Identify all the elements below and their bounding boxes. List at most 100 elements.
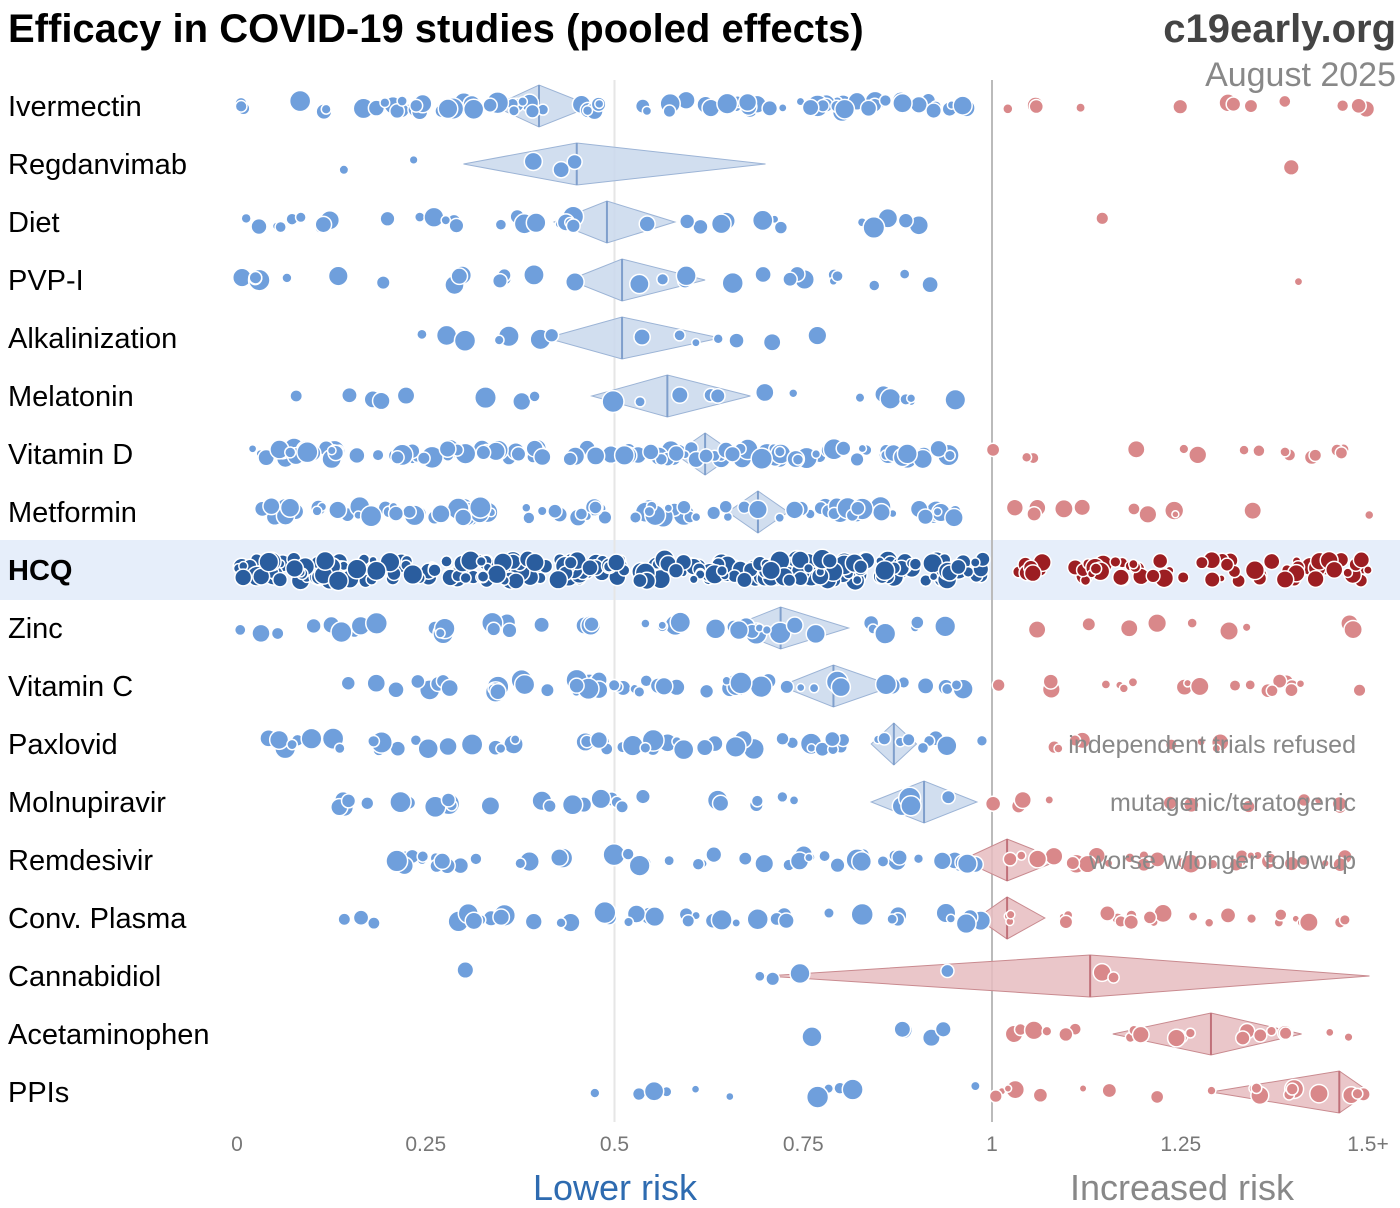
study-dot-benefit <box>945 913 957 924</box>
pooled-diamond <box>1112 1012 1302 1056</box>
study-dot-harm <box>1180 853 1202 874</box>
study-dot-harm <box>1219 557 1235 572</box>
study-dot-benefit <box>859 99 878 118</box>
row-label: Melatonin <box>8 381 134 413</box>
study-dot-benefit <box>775 731 790 746</box>
study-dot-benefit <box>539 682 555 698</box>
study-dot-harm <box>1131 1025 1150 1044</box>
row-note: mutagenic/teratogenic <box>1110 789 1356 817</box>
study-dot-benefit <box>459 571 472 585</box>
study-dot-benefit <box>754 382 775 403</box>
study-dot-benefit <box>876 854 890 868</box>
study-dot-benefit <box>525 212 547 234</box>
study-dot-benefit <box>934 615 957 638</box>
study-dot-benefit <box>621 847 635 861</box>
study-dot-benefit <box>874 622 897 645</box>
study-dot-benefit <box>468 496 492 519</box>
study-dot-harm <box>1127 558 1139 570</box>
study-dot-harm <box>1020 451 1033 464</box>
study-dot-harm <box>1147 613 1168 634</box>
study-dot-harm <box>1042 673 1060 690</box>
study-dot-benefit <box>588 500 603 515</box>
study-dot-benefit <box>709 387 726 404</box>
study-dot-harm <box>1068 734 1082 747</box>
study-dot-harm <box>1363 509 1375 521</box>
study-dot-harm <box>1138 504 1158 524</box>
study-dot-benefit <box>969 557 981 568</box>
study-dot-benefit <box>284 446 297 459</box>
study-dot-benefit <box>891 849 908 866</box>
study-dot-harm <box>1238 444 1250 456</box>
study-dot-benefit <box>613 444 635 466</box>
study-dot-harm <box>1332 856 1348 873</box>
study-dot-benefit <box>593 900 617 925</box>
study-dot-benefit <box>777 102 788 113</box>
study-dot-benefit <box>712 333 724 345</box>
study-dot-benefit <box>916 741 930 755</box>
study-dot-benefit <box>402 563 424 586</box>
study-dot-benefit <box>555 917 567 929</box>
study-dot-benefit <box>934 1020 952 1038</box>
study-dot-harm <box>1089 562 1103 576</box>
study-dot-benefit <box>460 733 484 756</box>
study-dot-harm <box>1324 1027 1335 1038</box>
study-dot-benefit <box>969 1080 981 1092</box>
study-dot-benefit <box>440 214 452 226</box>
study-dot-benefit <box>777 912 795 930</box>
study-dot-benefit <box>731 917 742 928</box>
study-dot-benefit <box>565 218 581 234</box>
study-dot-benefit <box>525 552 545 573</box>
study-dot-harm <box>1075 102 1086 114</box>
study-dot-benefit <box>489 682 507 701</box>
study-dot-benefit <box>408 154 419 166</box>
study-dot-harm <box>1352 551 1371 569</box>
date-label: August 2025 <box>1205 56 1396 94</box>
study-dot-benefit <box>296 440 319 464</box>
study-dot-benefit <box>803 852 814 863</box>
study-dot-benefit <box>542 799 557 814</box>
study-dot-benefit <box>634 788 651 805</box>
study-dot-benefit <box>409 98 424 113</box>
study-dot-benefit <box>916 508 934 526</box>
study-dot-harm <box>1309 1083 1329 1104</box>
study-dot-benefit <box>791 453 805 466</box>
study-dot-benefit <box>448 217 465 234</box>
study-dot-harm <box>1207 858 1219 870</box>
study-dot-benefit <box>862 216 886 240</box>
study-dot-benefit <box>240 212 252 225</box>
study-dot-benefit <box>507 572 525 590</box>
study-dot-harm <box>1027 620 1047 640</box>
study-dot-benefit <box>849 451 865 468</box>
study-dot-harm <box>984 795 1002 813</box>
x-tick-label: 0.25 <box>405 1133 446 1156</box>
study-dot-harm <box>1196 736 1206 747</box>
study-dot-harm <box>1234 1030 1251 1046</box>
study-dot-benefit <box>754 853 775 874</box>
study-dot-benefit <box>821 552 838 569</box>
study-dot-benefit <box>387 505 405 522</box>
study-dot-benefit <box>824 730 841 748</box>
brand-logo-text: c19early.org <box>1163 7 1396 51</box>
study-dot-benefit <box>975 734 989 747</box>
study-dot-benefit <box>737 851 753 867</box>
x-tick-label: 0.5 <box>600 1133 629 1156</box>
study-dot-benefit <box>462 98 485 121</box>
study-dot-benefit <box>698 683 715 699</box>
study-dot-benefit <box>366 673 387 694</box>
study-dot-benefit <box>533 447 552 467</box>
study-dot-harm <box>1274 908 1288 922</box>
row-note: worse w/longer followup <box>1088 847 1356 875</box>
study-dot-benefit <box>784 500 805 520</box>
study-dot-benefit <box>453 329 477 352</box>
study-dot-benefit <box>300 727 323 750</box>
study-dot-harm <box>1335 99 1350 113</box>
study-dot-benefit <box>910 615 925 630</box>
study-dot-benefit <box>761 99 779 117</box>
study-dot-benefit <box>753 970 766 983</box>
study-dot-harm <box>991 677 1006 693</box>
study-dot-benefit <box>523 151 544 172</box>
study-dot-benefit <box>590 788 612 810</box>
study-dot-benefit <box>389 790 412 814</box>
row-notes: independent trials refused mutagenic/tera… <box>1068 731 1356 875</box>
study-dot-benefit <box>737 92 758 113</box>
